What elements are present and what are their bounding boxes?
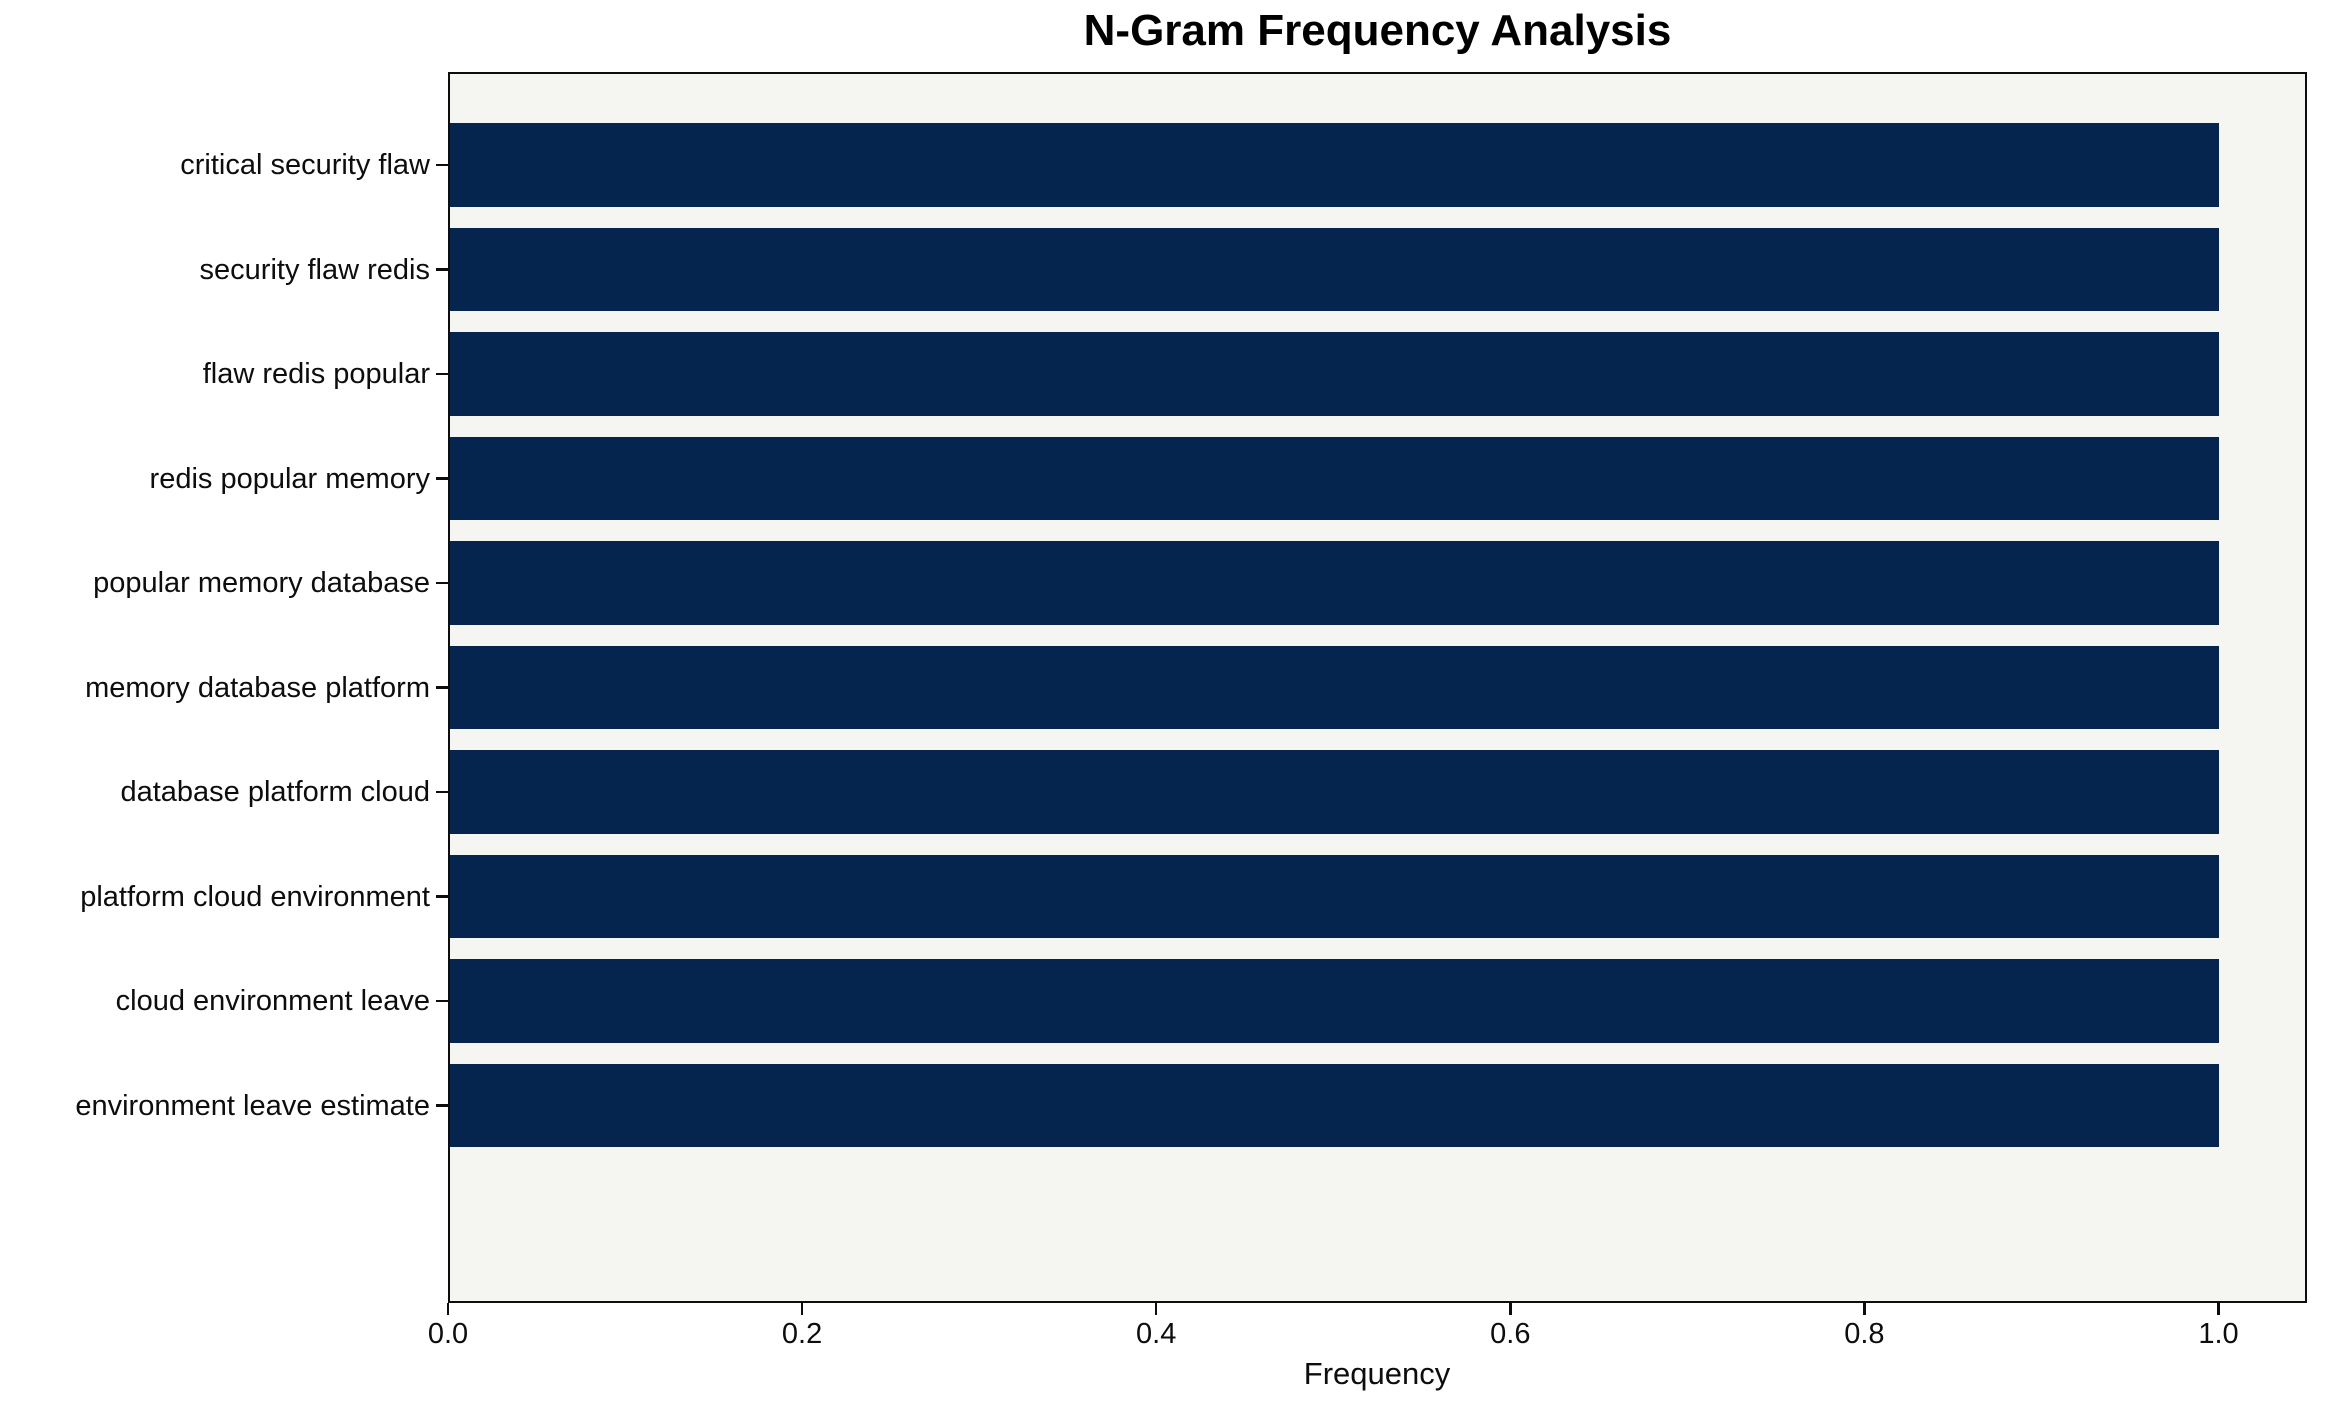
bar-security-flaw-redis [448, 227, 2219, 312]
y-tick-label: cloud environment leave [115, 985, 430, 1017]
bar-popular-memory-database [448, 541, 2219, 625]
y-tick-label: redis popular memory [149, 462, 430, 495]
y-tick-label: flaw redis popular [202, 358, 430, 390]
x-tick-mark [1863, 1303, 1866, 1315]
x-tick-label: 0.6 [1490, 1318, 1531, 1350]
y-tick-label: database platform cloud [120, 776, 430, 808]
x-tick-mark [1154, 1303, 1158, 1315]
x-axis-title: Frequency [1303, 1356, 1451, 1391]
y-tick-mark [436, 895, 448, 898]
y-tick-label: memory database platform [85, 671, 430, 704]
y-tick-mark [436, 790, 448, 794]
y-tick-mark [436, 477, 448, 480]
y-tick-mark [436, 268, 448, 271]
y-tick-label: security flaw redis [199, 253, 430, 286]
x-tick-label: 0.0 [427, 1318, 469, 1350]
x-tick-mark [800, 1303, 804, 1315]
x-tick-mark [1509, 1303, 1512, 1315]
bar-critical-security-flaw [448, 123, 2219, 207]
y-tick-mark [436, 1104, 448, 1107]
x-tick-label: 1.0 [2198, 1318, 2239, 1350]
x-tick-label: 0.8 [1844, 1318, 1885, 1350]
bar-database-platform-cloud [448, 750, 2219, 834]
bar-environment-leave-estimate [448, 1063, 2219, 1148]
y-tick-label: platform cloud environment [80, 880, 430, 913]
bar-platform-cloud-environment [448, 854, 2219, 939]
y-tick-mark [436, 581, 448, 585]
x-tick-mark [446, 1303, 450, 1315]
y-tick-mark [436, 372, 448, 376]
y-tick-mark [436, 163, 448, 167]
chart-title: N-Gram Frequency Analysis [1083, 6, 1672, 55]
y-tick-mark [436, 999, 448, 1003]
x-tick-mark [2217, 1303, 2220, 1315]
y-tick-mark [436, 686, 448, 689]
bar-flaw-redis-popular [448, 332, 2219, 416]
y-tick-label: environment leave estimate [75, 1089, 430, 1122]
x-tick-label: 0.2 [781, 1318, 823, 1350]
bar-cloud-environment-leave [448, 959, 2219, 1043]
bar-memory-database-platform [448, 645, 2219, 730]
x-tick-label: 0.4 [1136, 1318, 1177, 1350]
plot-area [448, 72, 2307, 1303]
y-tick-label: popular memory database [93, 567, 430, 599]
y-tick-label: critical security flaw [180, 149, 430, 181]
bar-redis-popular-memory [448, 436, 2219, 521]
